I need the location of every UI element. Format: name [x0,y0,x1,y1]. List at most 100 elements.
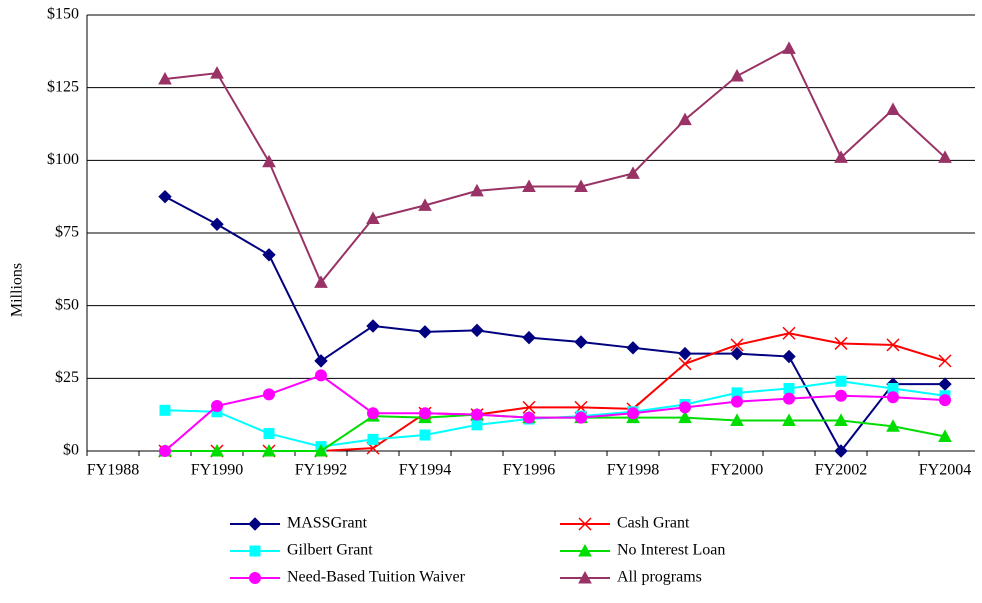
marker [782,41,796,54]
marker [249,545,261,557]
marker [578,543,592,557]
series-line [165,332,946,452]
marker [574,179,588,192]
series-line [164,47,946,285]
marker [262,248,276,262]
x-tick-label: FY2002 [815,462,867,479]
marker [731,395,743,408]
series-line [165,413,946,452]
marker [263,388,275,401]
marker [678,357,692,371]
marker [575,411,587,424]
x-tick-label: FY1988 [87,462,139,479]
legend-item: MASSGrant [230,515,368,532]
marker [315,369,327,382]
marker [522,330,536,345]
y-axis-label: Millions [9,263,26,317]
marker [418,325,432,339]
legend-item: Need-Based Tuition Waiver [230,569,466,586]
y-tick-label: $0 [63,442,79,459]
marker [471,408,483,421]
marker [834,336,848,350]
marker [782,326,796,340]
series-line [164,195,945,453]
legend-item: Cash Grant [560,515,690,532]
legend-item: No Interest Loan [560,542,725,559]
x-tick-label: FY2004 [919,462,971,479]
marker [835,375,847,387]
marker [730,413,744,426]
marker [314,443,328,457]
marker [938,354,952,368]
marker [782,349,796,364]
marker [210,217,224,231]
marker [522,400,536,414]
legend-label: Gilbert Grant [287,542,373,559]
marker [678,410,692,424]
x-tick-label: FY1998 [607,462,659,479]
legend-item: All programs [560,569,702,586]
marker [471,419,483,431]
x-tick-label: FY1992 [295,462,347,479]
marker [783,383,795,395]
marker [886,419,900,432]
marker [159,404,171,416]
marker [834,150,848,163]
series-line [164,380,946,448]
marker [210,66,224,79]
marker [626,341,640,355]
marker [523,411,535,424]
marker [782,413,796,426]
marker [578,517,592,531]
marker [730,68,744,82]
marker [574,335,588,349]
marker [419,407,431,420]
y-tick-label: $100 [47,151,79,168]
marker [886,338,900,352]
marker [367,407,379,420]
marker [939,394,951,407]
marker [938,150,952,163]
marker [835,389,847,402]
marker [314,354,328,368]
marker [470,183,484,197]
marker [419,429,431,441]
marker [159,445,171,457]
y-tick-label: $125 [47,78,79,95]
marker [263,428,275,440]
marker [314,275,328,288]
legend-label: All programs [617,569,702,586]
marker [158,189,172,204]
legend-label: Need-Based Tuition Waiver [287,569,466,586]
marker [418,198,432,211]
marker [366,211,380,224]
marker [249,572,261,584]
marker [627,407,639,420]
marker [470,323,484,338]
marker [679,401,691,414]
marker [158,71,172,85]
marker [678,112,692,126]
marker [938,377,952,391]
y-tick-label: $25 [55,369,79,386]
marker [678,346,692,361]
legend-item: Gilbert Grant [230,542,373,559]
marker [522,179,536,192]
marker [834,413,848,426]
y-tick-label: $75 [55,224,79,241]
marker [730,346,744,361]
y-tick-label: $150 [47,6,79,23]
legend-label: MASSGrant [287,515,368,532]
marker [834,444,848,458]
marker [211,399,223,412]
legend-label: No Interest Loan [617,542,725,559]
legend-label: Cash Grant [617,515,690,532]
marker [366,319,380,333]
marker [938,429,952,442]
marker [626,166,640,179]
marker [210,443,224,457]
marker [578,570,592,584]
x-tick-label: FY1994 [399,462,451,479]
marker [887,391,899,404]
